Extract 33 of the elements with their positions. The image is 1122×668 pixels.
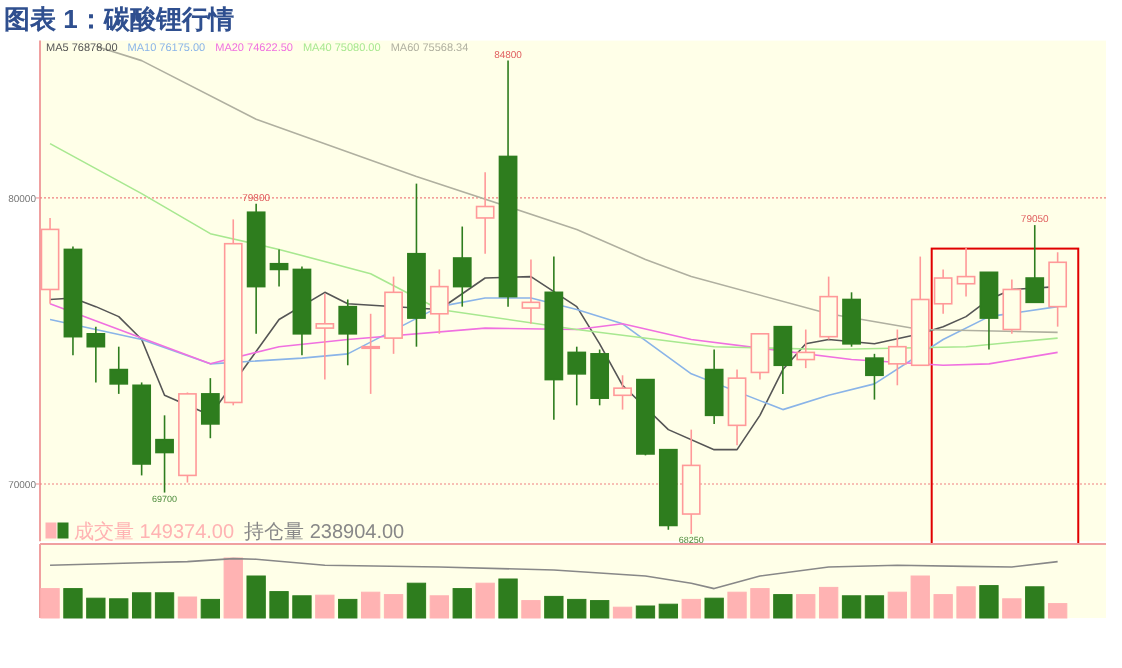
candlestick <box>475 171 495 255</box>
candlestick <box>1002 278 1022 335</box>
candlestick <box>452 225 472 308</box>
candlestick <box>1025 224 1045 304</box>
candlestick <box>109 345 129 395</box>
candlestick <box>979 271 999 351</box>
candlestick <box>338 298 358 367</box>
candlestick <box>384 275 403 355</box>
candlestick <box>269 248 289 288</box>
candlestick <box>956 247 976 298</box>
candlestick <box>842 291 861 348</box>
candlestick <box>796 328 816 369</box>
candlestick <box>200 377 220 440</box>
candlestick <box>887 328 907 387</box>
candlestick <box>86 325 106 384</box>
candlestick <box>727 368 747 447</box>
candlestick <box>361 312 381 395</box>
candlestick <box>865 353 884 401</box>
candlestick <box>613 374 632 411</box>
candlestick <box>1048 251 1068 328</box>
candlestick <box>819 275 839 341</box>
candlestick <box>590 348 610 407</box>
candlestick <box>773 325 793 395</box>
candlestick <box>429 268 449 335</box>
candlestick <box>155 414 174 494</box>
legend-label: 成交量 149374.00 <box>74 520 235 544</box>
candlestick <box>521 258 541 325</box>
candlestick <box>567 345 587 407</box>
chart-title: 图表 1：碳酸锂行情 <box>4 4 234 34</box>
candlestick <box>704 348 724 425</box>
series-label: 持仓量 238904.00 <box>244 520 406 544</box>
candlestick <box>933 268 953 315</box>
candlestick <box>315 292 335 381</box>
